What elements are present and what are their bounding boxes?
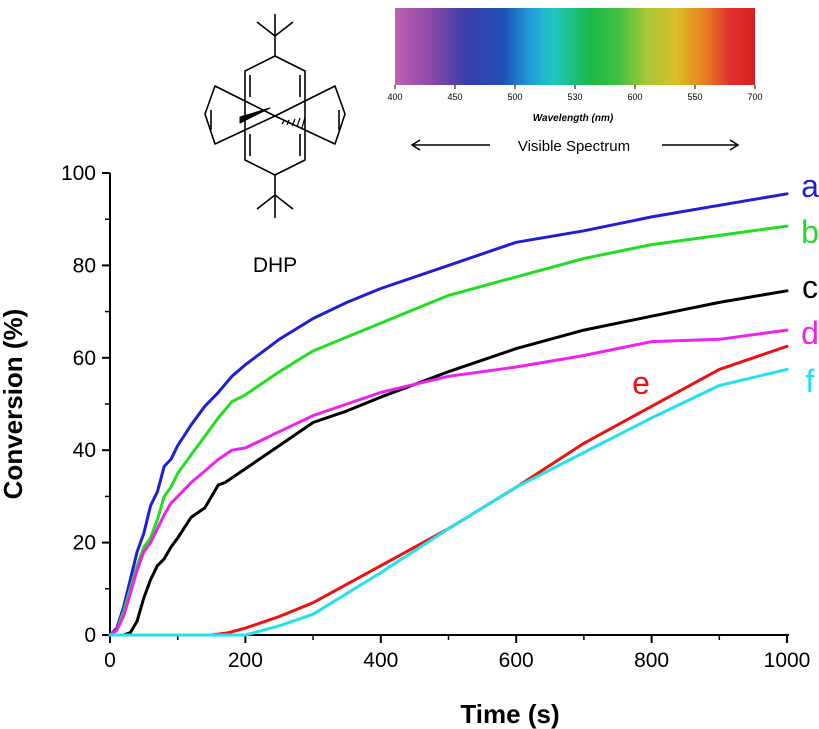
series-label-b: b bbox=[801, 214, 819, 250]
series-line-a bbox=[108, 192, 789, 637]
series-line-d bbox=[108, 328, 789, 637]
x-tick-label: 1000 bbox=[764, 649, 811, 672]
x-tick-label: 600 bbox=[499, 649, 534, 672]
spectrum-tick-label: 700 bbox=[747, 92, 762, 102]
y-tick-label: 80 bbox=[73, 254, 96, 277]
x-axis-label: Time (s) bbox=[460, 699, 559, 729]
visible-spectrum-label: Visible Spectrum bbox=[518, 138, 630, 155]
spectrum-tick-label: 500 bbox=[507, 92, 522, 102]
visible-range-arrow: Visible Spectrum bbox=[410, 138, 740, 155]
series-label-d: d bbox=[801, 315, 819, 351]
spectrum-tick-label: 600 bbox=[627, 92, 642, 102]
x-tick-label: 800 bbox=[634, 649, 669, 672]
y-tick-label: 40 bbox=[73, 439, 96, 462]
y-tick-label: 0 bbox=[84, 624, 96, 647]
series-line-e bbox=[108, 344, 789, 637]
x-tick-label: 400 bbox=[363, 649, 398, 672]
series-line-c bbox=[108, 289, 789, 637]
series-line-b bbox=[108, 224, 789, 637]
spectrum-inset: 400 450 500 530 600 550 700 Wavelength (nm) Vi… bbox=[387, 8, 763, 155]
x-tick-label: 200 bbox=[228, 649, 263, 672]
spectrum-tick-label: 550 bbox=[687, 92, 702, 102]
y-tick-label: 60 bbox=[73, 347, 96, 370]
spectrum-tick-label: 400 bbox=[387, 92, 402, 102]
spectrum-tick-label: 450 bbox=[447, 92, 462, 102]
series-label-c: c bbox=[802, 269, 818, 305]
y-tick-label: 100 bbox=[61, 162, 96, 185]
spectrum-axis-title: Wavelength (nm) bbox=[533, 113, 614, 124]
x-tick-label: 0 bbox=[104, 649, 116, 672]
series-label-a: a bbox=[801, 168, 819, 204]
series-label-f: f bbox=[806, 363, 815, 399]
series-label-e: e bbox=[632, 365, 650, 401]
spectrum-tick-label: 530 bbox=[567, 92, 582, 102]
y-axis-label: Conversion (%) bbox=[0, 309, 28, 500]
series-line-f bbox=[108, 367, 789, 637]
molecule-label: DHP bbox=[253, 254, 297, 277]
y-tick-label: 20 bbox=[73, 532, 96, 555]
spectrum-bar bbox=[395, 8, 755, 85]
dhp-molecule bbox=[204, 14, 346, 218]
